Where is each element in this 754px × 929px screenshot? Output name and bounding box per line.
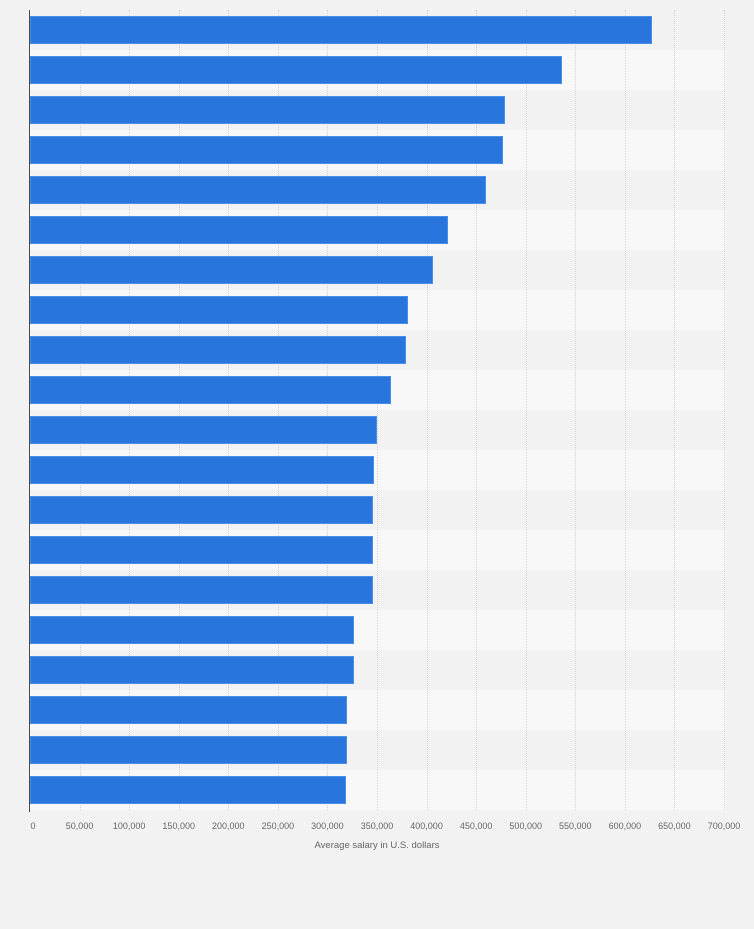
gridline	[674, 10, 676, 810]
gridline	[178, 10, 180, 810]
bar[interactable]	[30, 296, 408, 324]
gridline	[377, 10, 378, 810]
bar[interactable]	[30, 656, 355, 684]
gridline	[476, 10, 478, 810]
x-tick-label: 250,000	[261, 821, 295, 831]
x-tick-label: 150,000	[162, 821, 195, 831]
bar[interactable]	[30, 96, 505, 124]
x-tick-label: 350,000	[360, 821, 394, 831]
gridline	[575, 10, 577, 810]
gridline	[525, 10, 527, 810]
bar[interactable]	[30, 536, 374, 564]
gridline	[724, 10, 725, 810]
x-tick-label: 500,000	[509, 821, 542, 831]
x-axis-label: Average salary in U.S. dollars	[0, 840, 754, 851]
x-tick-label: 200,000	[212, 821, 245, 831]
plot-area	[30, 10, 726, 810]
bar[interactable]	[30, 336, 406, 364]
x-axis-title: Average salary in U.S. dollars	[314, 840, 440, 851]
gridline	[327, 10, 329, 810]
x-tick-label: 600,000	[608, 821, 642, 831]
bar[interactable]	[30, 16, 652, 44]
x-tick-label: 700,000	[707, 821, 741, 831]
bar[interactable]	[30, 56, 563, 84]
gridline	[129, 10, 131, 810]
gridline	[79, 10, 81, 810]
bar[interactable]	[30, 376, 391, 404]
bar[interactable]	[30, 136, 503, 164]
bar[interactable]	[30, 216, 449, 244]
bar[interactable]	[30, 256, 433, 284]
x-tick-label: 50,000	[65, 821, 94, 831]
bar[interactable]	[30, 416, 377, 444]
bar[interactable]	[30, 496, 374, 524]
gridline	[624, 10, 626, 810]
bar[interactable]	[30, 696, 348, 724]
x-tick-label: 650,000	[658, 821, 691, 831]
bar[interactable]	[30, 176, 487, 204]
bar[interactable]	[30, 456, 375, 484]
x-tick-label: 0	[30, 821, 36, 831]
x-tick-label: 100,000	[112, 821, 146, 831]
x-tick-label: 450,000	[459, 821, 493, 831]
x-tick-label: 550,000	[559, 821, 592, 831]
x-tick-label: 400,000	[410, 821, 443, 831]
y-axis-line	[29, 10, 30, 812]
bar[interactable]	[30, 616, 355, 644]
x-tick-label: 300,000	[311, 821, 344, 831]
gridline	[277, 10, 279, 810]
bar[interactable]	[30, 776, 347, 804]
gridline	[426, 10, 428, 810]
bar[interactable]	[30, 576, 374, 604]
gridline	[228, 10, 230, 810]
bar[interactable]	[30, 736, 348, 764]
